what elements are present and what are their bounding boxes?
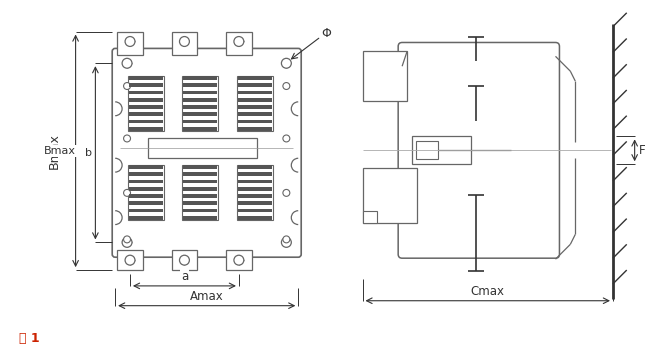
- Bar: [129, 127, 163, 131]
- Circle shape: [179, 36, 190, 47]
- Bar: [183, 187, 217, 191]
- Circle shape: [283, 135, 290, 142]
- Bar: [183, 165, 217, 169]
- Bar: [238, 187, 272, 191]
- Bar: [183, 91, 217, 94]
- Bar: [129, 105, 163, 109]
- Bar: [238, 127, 272, 131]
- Text: Cmax: Cmax: [471, 285, 505, 298]
- Bar: [128, 165, 164, 219]
- Bar: [183, 180, 217, 183]
- Bar: [183, 165, 218, 219]
- Bar: [183, 209, 217, 212]
- Bar: [362, 168, 417, 222]
- Text: 图 1: 图 1: [19, 332, 40, 345]
- Text: Bmax: Bmax: [47, 133, 61, 169]
- Circle shape: [283, 189, 290, 196]
- Bar: [183, 83, 217, 87]
- Bar: [183, 127, 217, 131]
- Bar: [237, 76, 272, 131]
- Bar: [226, 250, 252, 270]
- Bar: [129, 201, 163, 205]
- Bar: [172, 250, 197, 270]
- Bar: [129, 91, 163, 94]
- Text: a: a: [181, 270, 188, 284]
- Bar: [416, 142, 438, 159]
- FancyBboxPatch shape: [112, 48, 301, 257]
- Bar: [238, 98, 272, 102]
- Text: b: b: [85, 148, 92, 158]
- Bar: [117, 250, 143, 270]
- Bar: [183, 120, 217, 123]
- Bar: [237, 165, 272, 219]
- Bar: [412, 136, 471, 164]
- Circle shape: [124, 236, 130, 243]
- Bar: [238, 165, 272, 169]
- Bar: [117, 32, 143, 55]
- Bar: [129, 216, 163, 219]
- Circle shape: [179, 255, 190, 265]
- Bar: [238, 112, 272, 116]
- Bar: [129, 187, 163, 191]
- FancyBboxPatch shape: [398, 43, 559, 258]
- Bar: [172, 32, 197, 55]
- Circle shape: [124, 189, 130, 196]
- Bar: [238, 194, 272, 198]
- Bar: [238, 91, 272, 94]
- Bar: [183, 201, 217, 205]
- Bar: [129, 173, 163, 176]
- Bar: [238, 209, 272, 212]
- Bar: [226, 32, 252, 55]
- Bar: [238, 201, 272, 205]
- Bar: [183, 194, 217, 198]
- Bar: [129, 112, 163, 116]
- Circle shape: [283, 83, 290, 90]
- Bar: [129, 83, 163, 87]
- Circle shape: [281, 237, 292, 247]
- Bar: [129, 120, 163, 123]
- Bar: [183, 98, 217, 102]
- Bar: [183, 216, 217, 219]
- Circle shape: [125, 255, 135, 265]
- Bar: [183, 76, 217, 80]
- Text: Bmax: Bmax: [44, 146, 75, 156]
- Bar: [362, 211, 377, 222]
- Bar: [129, 180, 163, 183]
- Bar: [238, 173, 272, 176]
- Circle shape: [122, 237, 132, 247]
- Bar: [129, 209, 163, 212]
- Bar: [238, 120, 272, 123]
- Bar: [129, 165, 163, 169]
- Bar: [238, 83, 272, 87]
- Text: F: F: [639, 144, 645, 157]
- Bar: [183, 173, 217, 176]
- Bar: [129, 76, 163, 80]
- Bar: [129, 194, 163, 198]
- Bar: [128, 76, 164, 131]
- Bar: [238, 180, 272, 183]
- Bar: [238, 216, 272, 219]
- Circle shape: [281, 58, 292, 68]
- Circle shape: [234, 36, 244, 47]
- Bar: [148, 138, 257, 158]
- Bar: [183, 76, 218, 131]
- Text: Amax: Amax: [190, 290, 224, 303]
- Circle shape: [122, 58, 132, 68]
- Circle shape: [125, 36, 135, 47]
- Circle shape: [283, 236, 290, 243]
- Bar: [238, 105, 272, 109]
- Circle shape: [234, 255, 244, 265]
- Bar: [129, 98, 163, 102]
- Bar: [238, 76, 272, 80]
- Bar: [362, 51, 407, 101]
- Circle shape: [124, 83, 130, 90]
- Circle shape: [124, 135, 130, 142]
- Bar: [183, 112, 217, 116]
- Text: Φ: Φ: [321, 27, 331, 40]
- Bar: [183, 105, 217, 109]
